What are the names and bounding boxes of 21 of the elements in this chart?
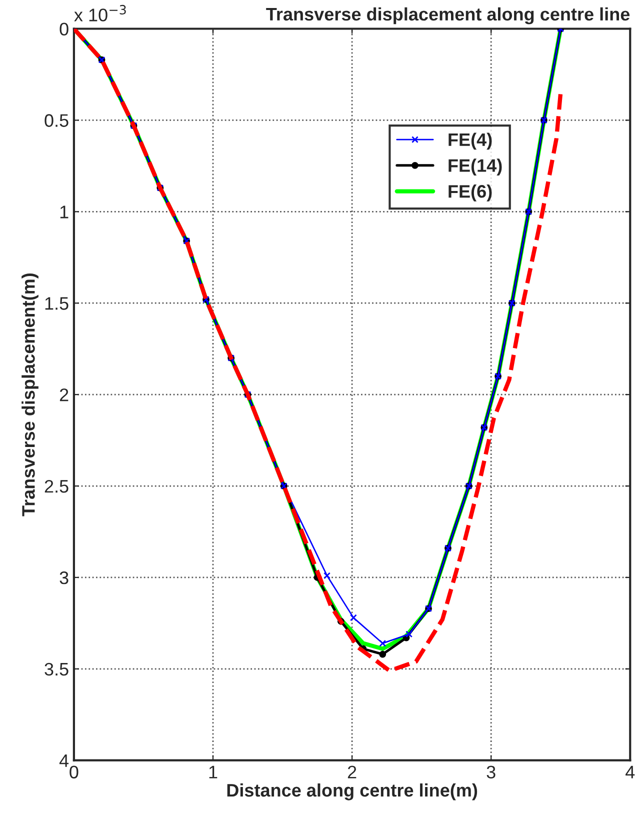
- x-tick-label: 2: [348, 766, 356, 778]
- y-tick-label: 1.5: [45, 297, 68, 310]
- x-tick-label: 0: [70, 766, 78, 778]
- x-tick-label: 3: [486, 766, 496, 778]
- y-axis-title: Transverse displacement(m): [22, 274, 38, 516]
- x-tick-label: 1: [209, 766, 218, 778]
- chart-title: Transverse displacement along centre line: [266, 7, 630, 24]
- y-tick-label: 3.5: [44, 662, 68, 676]
- y-tick-label: 1: [60, 206, 68, 218]
- x-axis-title: Distance along centre line(m): [227, 783, 478, 800]
- y-tick-label: 4: [59, 754, 69, 767]
- legend-label: FE(4): [448, 132, 492, 150]
- legend-label: FE(6): [448, 184, 492, 202]
- x-tick-label: 4: [626, 766, 635, 778]
- legend-label: FE(14): [448, 158, 502, 176]
- y-tick-label: 0: [60, 22, 68, 36]
- text: x 10$^{−3}$: [74, 4, 126, 22]
- y-tick-label: 3: [60, 571, 68, 584]
- y-tick-label: 2: [60, 388, 68, 402]
- y-tick-label: 0.5: [44, 114, 68, 127]
- y-tick-label: 2.5: [44, 480, 68, 493]
